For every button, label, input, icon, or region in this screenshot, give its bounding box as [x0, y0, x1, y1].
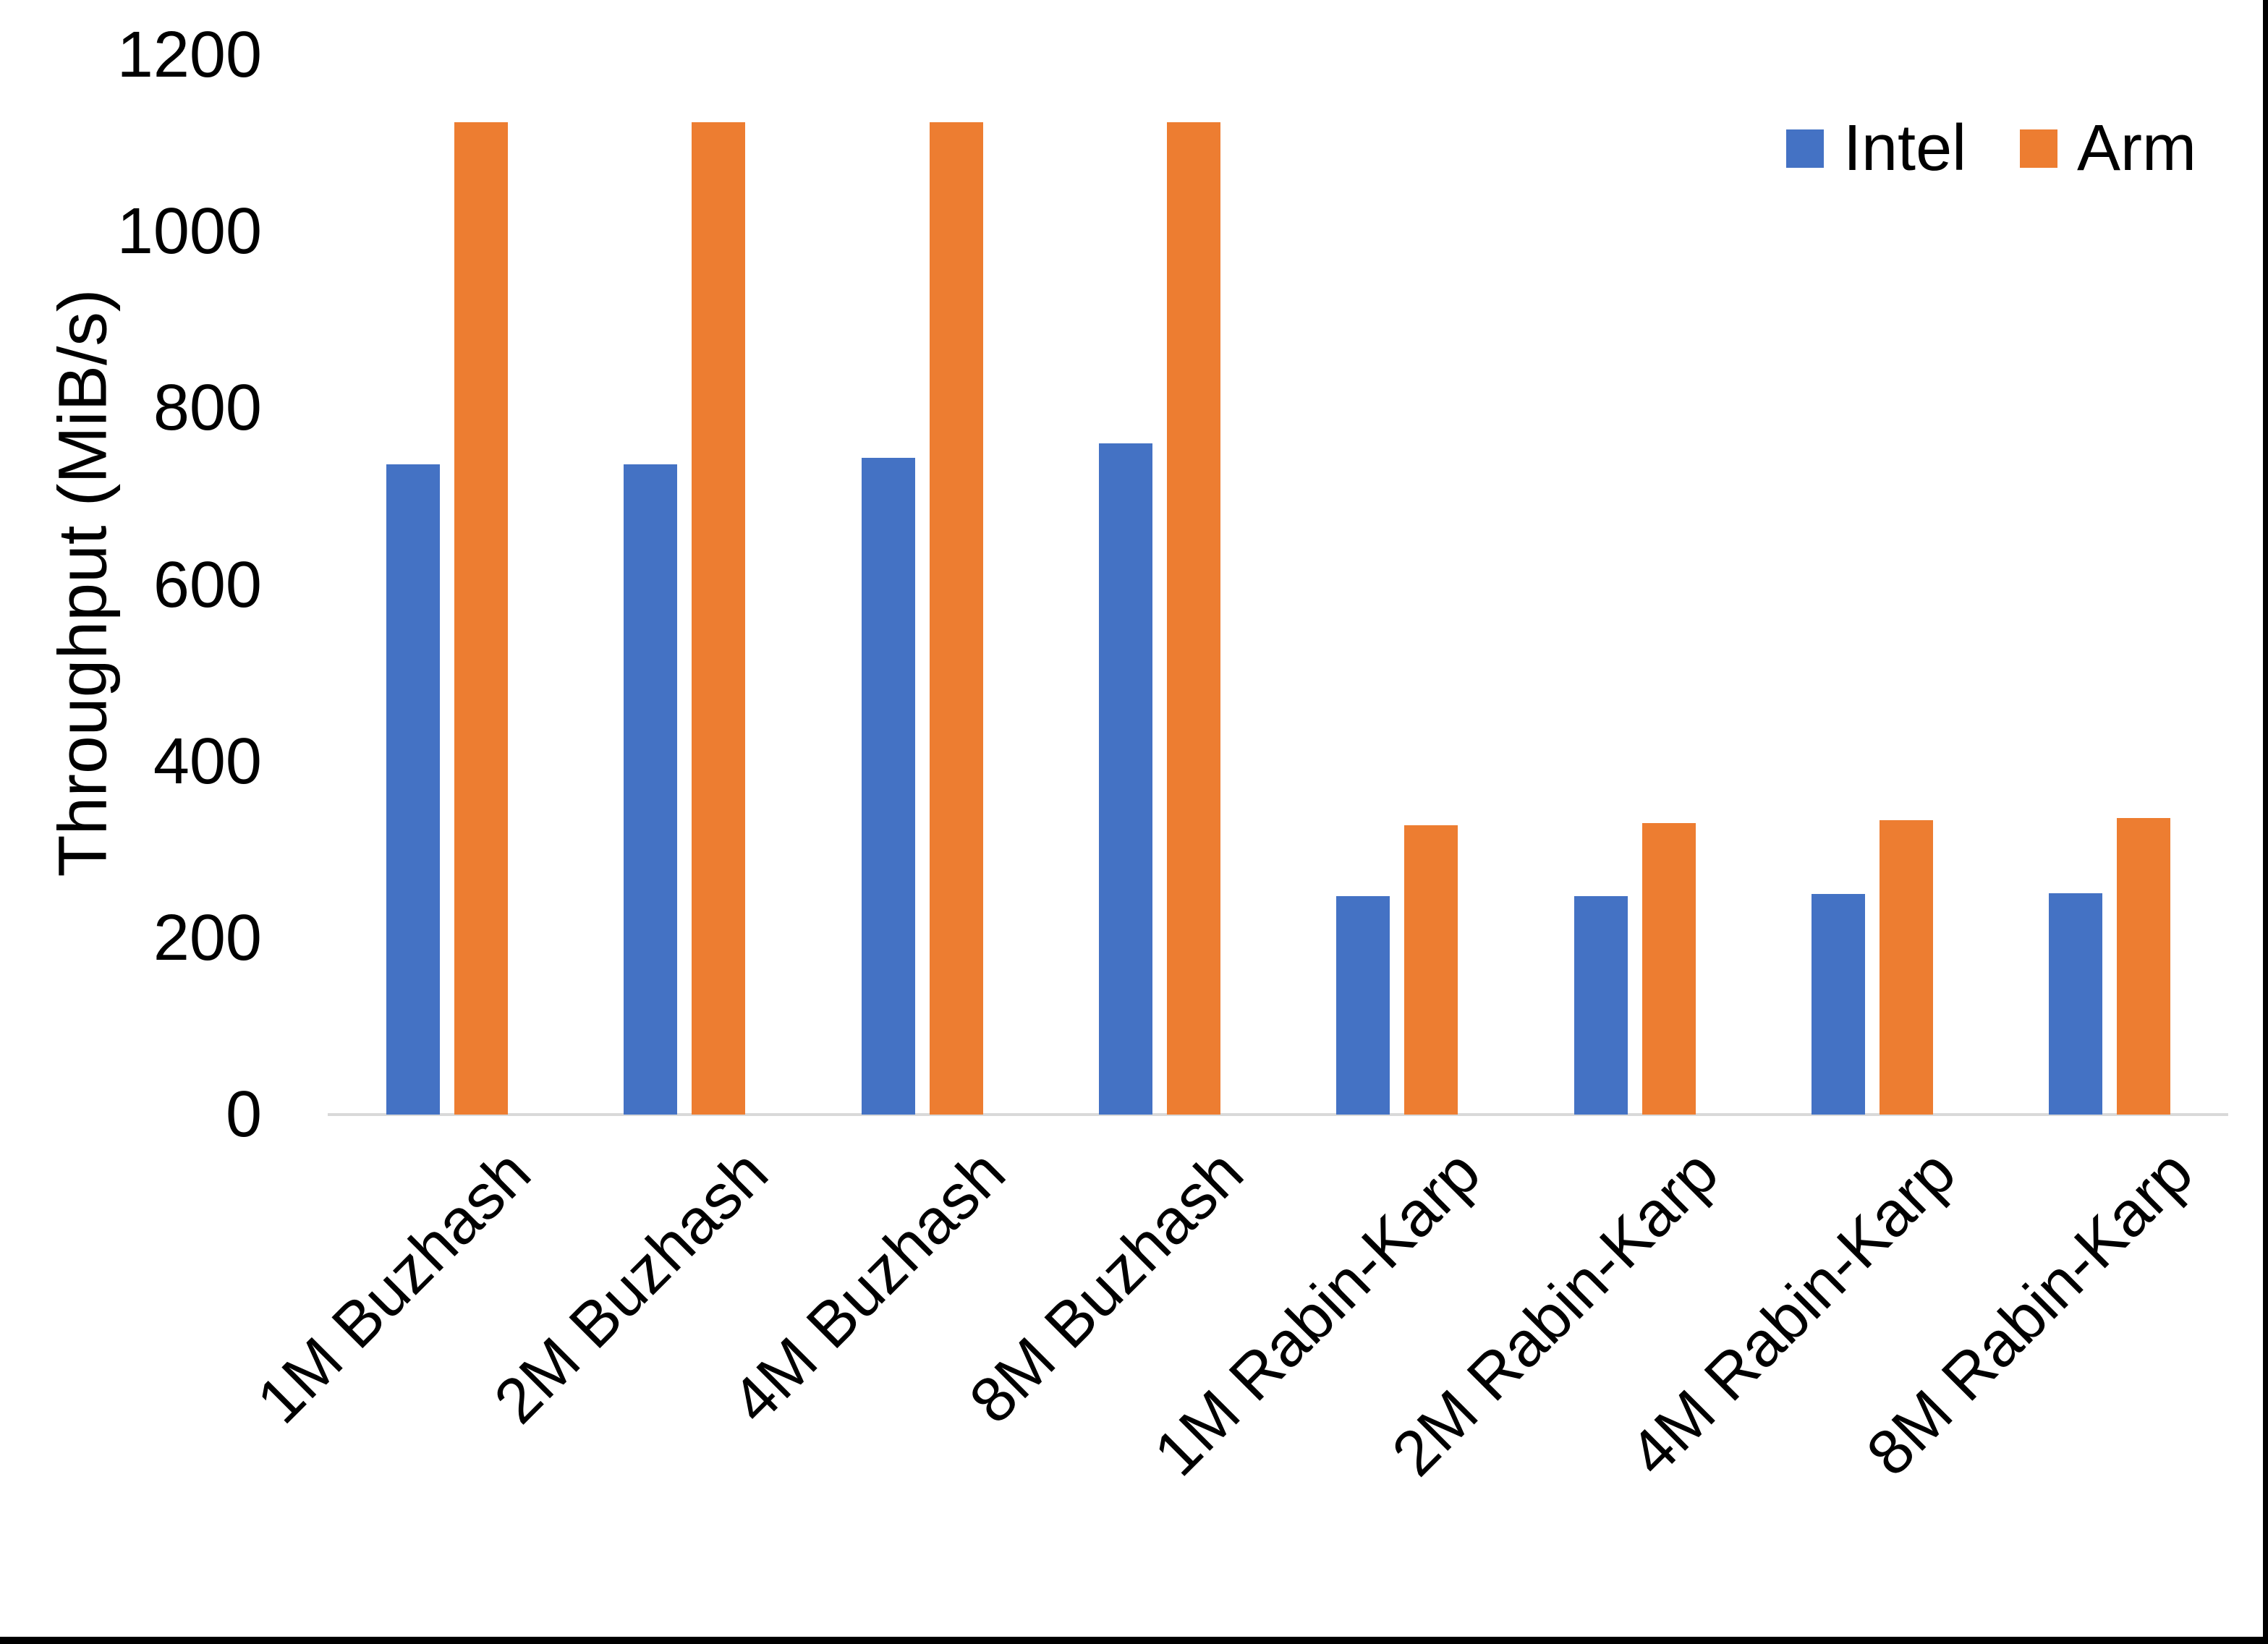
- bar-arm: [1404, 825, 1458, 1115]
- bar-intel: [1811, 893, 1865, 1115]
- bar-intel: [861, 457, 915, 1115]
- legend-swatch-intel: [1786, 129, 1824, 168]
- y-tick-label: 1000: [116, 195, 262, 268]
- y-tick-label: 0: [225, 1078, 262, 1151]
- bar-arm: [1166, 122, 1220, 1115]
- legend: Intel Arm: [0, 112, 2268, 184]
- legend-label: Intel: [1843, 112, 1967, 184]
- bar-intel: [1573, 896, 1628, 1115]
- legend-swatch-arm: [2020, 129, 2057, 168]
- screen-edge-right: [2263, 0, 2268, 1644]
- bar-arm: [692, 122, 746, 1115]
- bar-intel: [1336, 896, 1390, 1115]
- y-tick-label: 600: [153, 548, 262, 621]
- bar-intel: [386, 464, 440, 1115]
- legend-item-intel: Intel: [1786, 112, 1967, 184]
- bar-intel: [2049, 893, 2103, 1115]
- bar-intel: [624, 464, 678, 1115]
- y-tick-label: 800: [153, 372, 262, 445]
- y-tick-label: 200: [153, 901, 262, 974]
- bar-arm: [1641, 823, 1696, 1115]
- y-tick-label: 1200: [116, 19, 262, 91]
- bar-arm: [454, 122, 508, 1115]
- bar-arm: [929, 122, 983, 1115]
- bar-arm: [1879, 820, 1933, 1115]
- bar-intel: [1098, 443, 1152, 1115]
- legend-item-arm: Arm: [2020, 112, 2196, 184]
- screen-edge-bottom: [0, 1637, 2268, 1644]
- y-tick-label: 400: [153, 725, 262, 798]
- bar-arm: [2117, 817, 2171, 1115]
- x-axis-line: [328, 1113, 2228, 1116]
- legend-label: Arm: [2077, 112, 2196, 184]
